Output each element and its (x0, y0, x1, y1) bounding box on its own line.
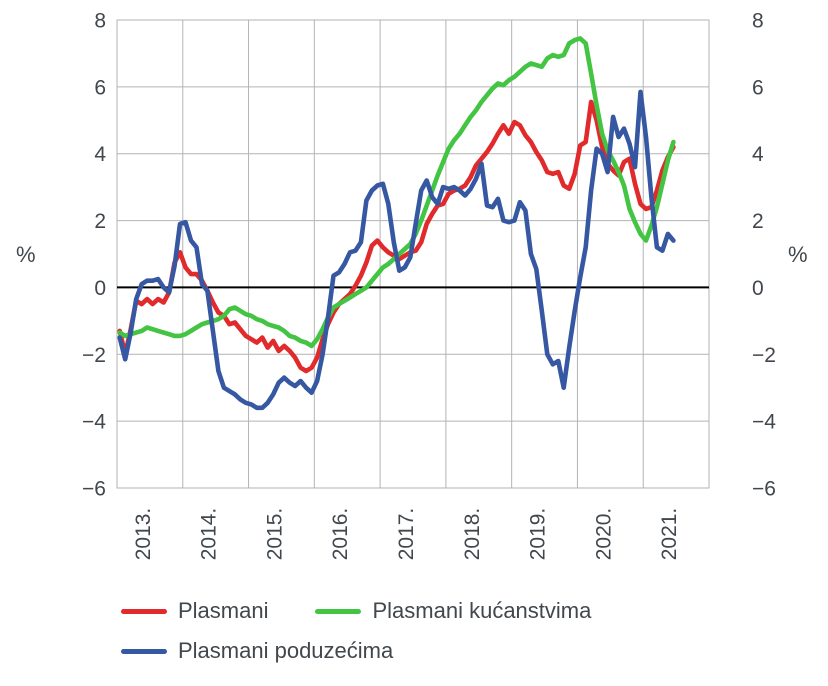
x-axis-tick-label: 2013. (132, 508, 155, 561)
series-line-plasmani-poduzecima (117, 89, 676, 411)
y-axis-unit-label-left: % (16, 242, 36, 267)
y-axis-tick-label-left: 2 (94, 210, 106, 233)
y-axis-tick-label-right: −6 (752, 478, 776, 501)
chart-legend: Plasmani Plasmani kućanstvima Plasmani p… (121, 597, 721, 677)
x-axis-tick-label: 2016. (329, 508, 352, 561)
y-axis-tick-label-left: 6 (94, 76, 106, 99)
y-axis-tick-label-left: 8 (94, 10, 106, 33)
y-axis-unit-label-right: % (788, 242, 808, 267)
legend-item-plasmani: Plasmani (121, 597, 268, 625)
legend-label: Plasmani (178, 598, 269, 623)
y-axis-tick-label-left: 0 (94, 277, 106, 300)
blue-line-swatch-icon (121, 648, 167, 654)
x-axis-tick-label: 2017. (395, 508, 418, 561)
red-line-swatch-icon (121, 608, 167, 614)
y-axis-tick-label-left: 4 (94, 143, 106, 166)
x-axis-tick-label: 2020. (592, 508, 615, 561)
legend-label: Plasmani poduzećima (178, 638, 394, 663)
y-axis-tick-label-right: 8 (752, 10, 764, 33)
x-axis-tick-label: 2014. (198, 508, 221, 561)
y-axis-tick-label-right: 2 (752, 210, 764, 233)
y-axis-tick-label-right: −4 (752, 411, 776, 434)
x-axis-tick-label: 2019. (527, 508, 550, 561)
legend-row: Plasmani Plasmani kućanstvima (121, 597, 721, 625)
legend-item-plasmani-kucanstvima: Plasmani kućanstvima (315, 597, 591, 625)
y-axis-tick-label-right: 0 (752, 277, 764, 300)
legend-label: Plasmani kućanstvima (372, 598, 592, 623)
y-axis-tick-label-right: 6 (752, 76, 764, 99)
legend-item-plasmani-poduzecima: Plasmani poduzećima (121, 637, 393, 665)
series-line-plasmani (117, 99, 676, 374)
y-axis-tick-label-left: −2 (82, 344, 106, 367)
x-axis-tick-label: 2021. (658, 508, 681, 561)
y-axis-tick-label-left: −4 (82, 411, 106, 434)
y-axis-tick-label-right: 4 (752, 143, 764, 166)
plot-border (116, 19, 710, 489)
x-axis-tick-label: 2015. (263, 508, 286, 561)
y-axis-tick-label-left: −6 (82, 478, 106, 501)
line-chart: 8 8 6 6 4 4 2 2 0 0 −2 −2 −4 −4 −6 −6% % 2013. 2014. 2015. 2… (16, 10, 808, 561)
legend-row: Plasmani poduzećima (121, 637, 721, 665)
green-line-swatch-icon (315, 608, 362, 614)
y-axis-tick-label-right: −2 (752, 344, 776, 367)
x-axis-tick-label: 2018. (461, 508, 484, 561)
